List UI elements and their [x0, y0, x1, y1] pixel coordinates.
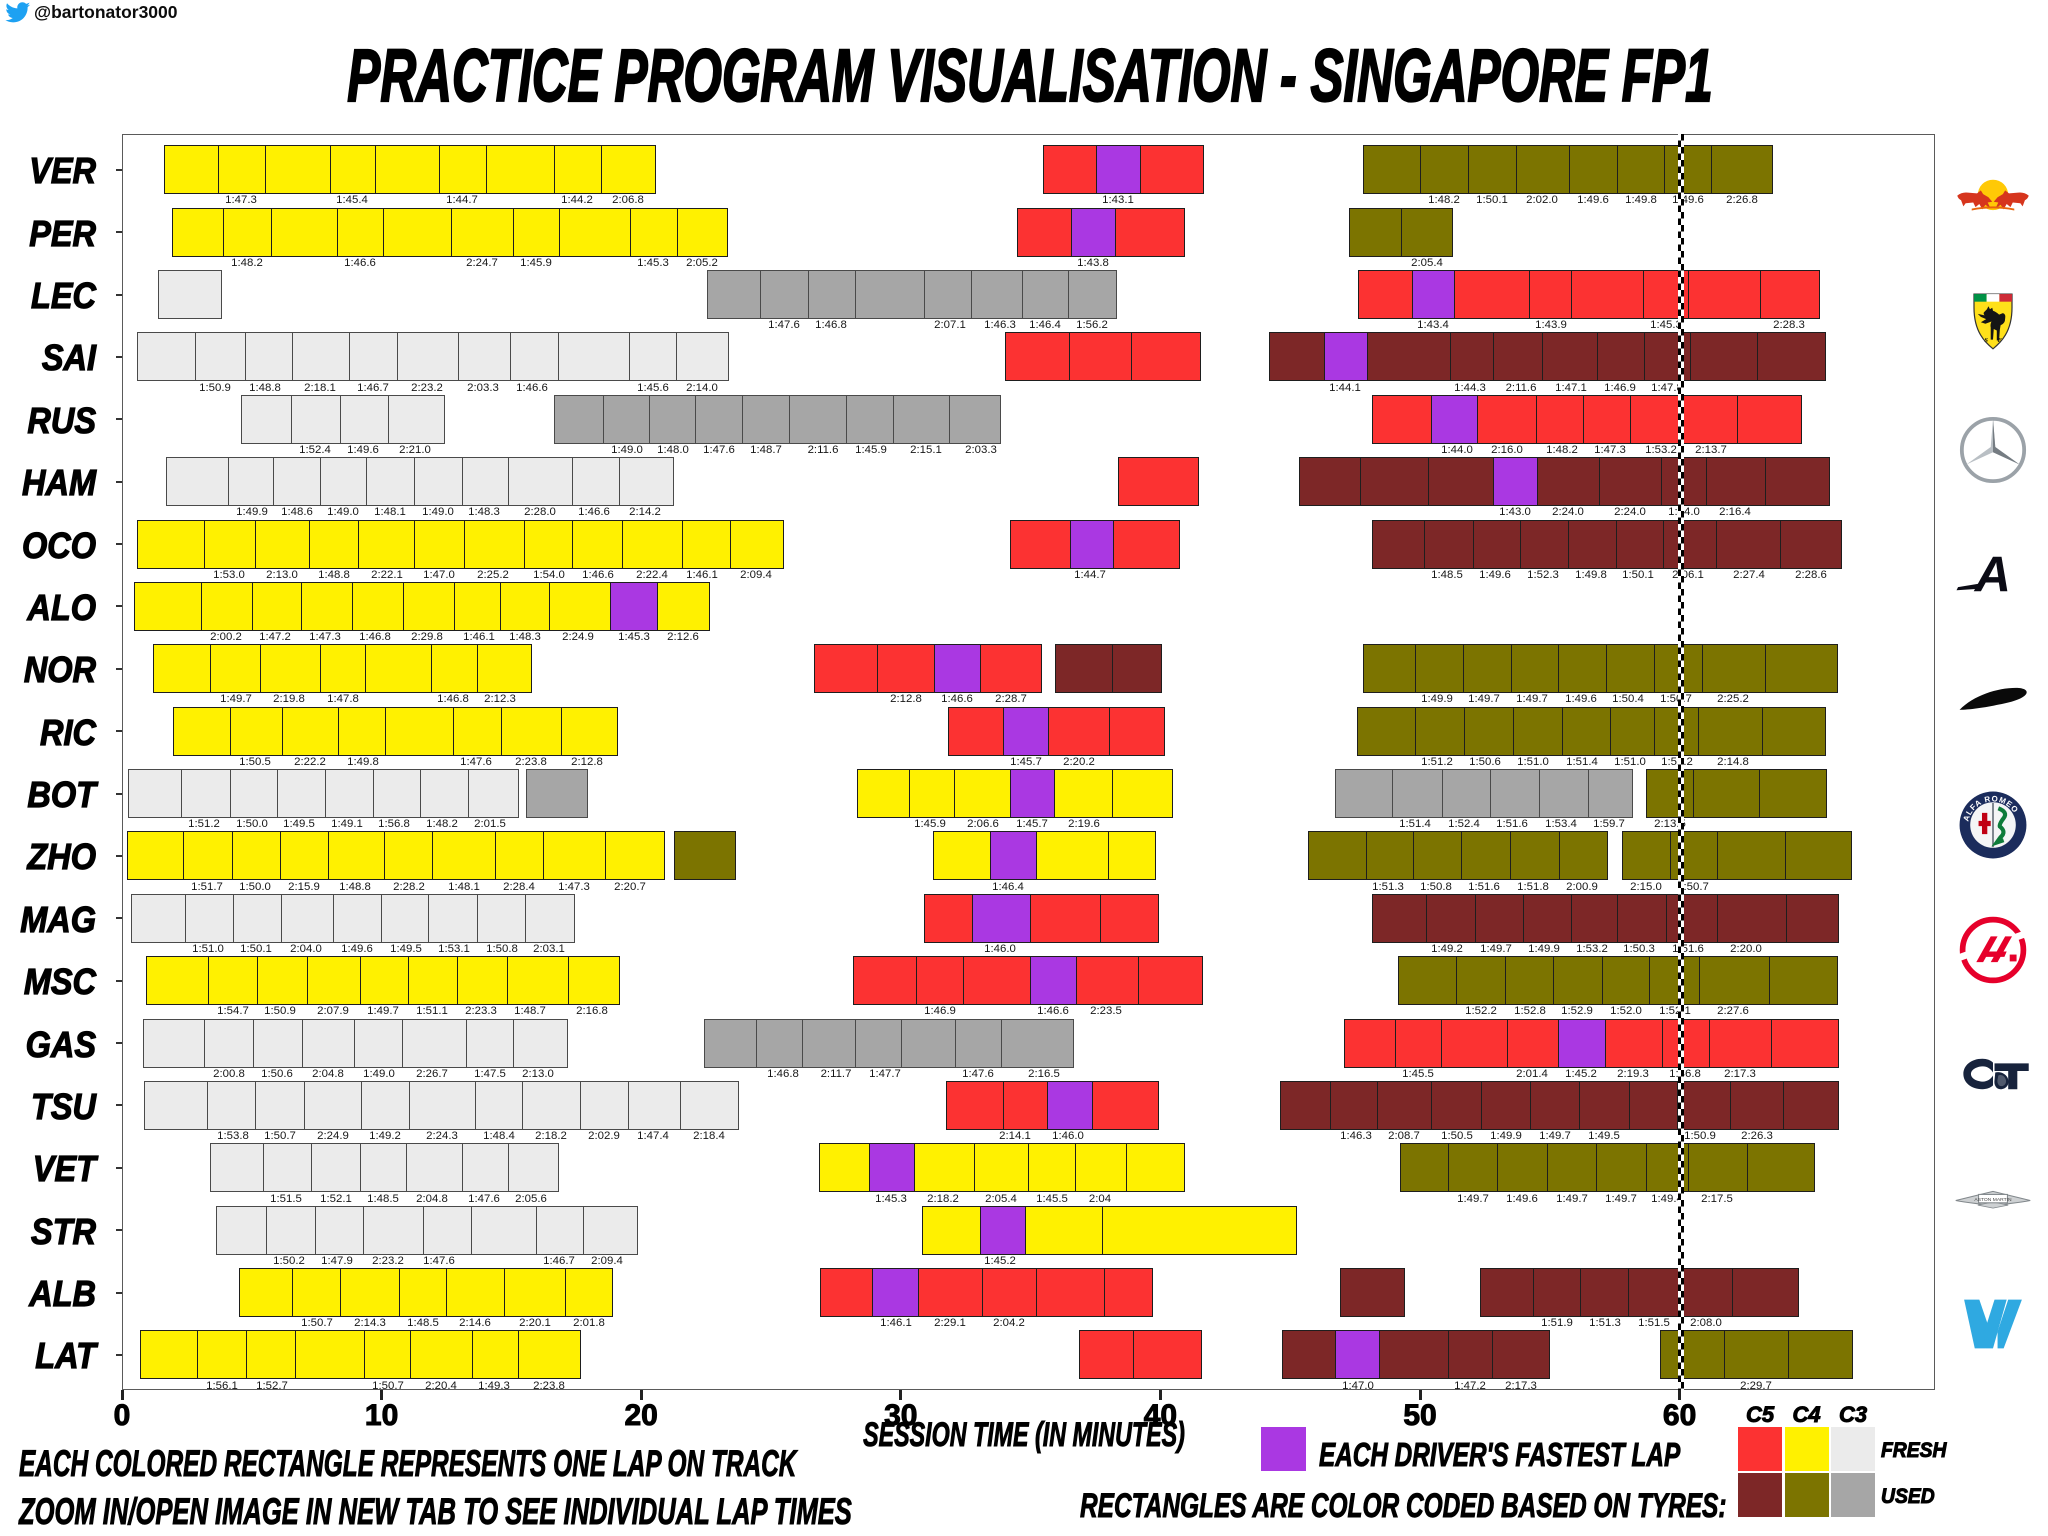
svg-text:F: F: [1998, 337, 2003, 344]
svg-text:S: S: [1984, 337, 1988, 344]
svg-text:ASTON MARTIN: ASTON MARTIN: [1974, 1197, 2012, 1203]
svg-text:A: A: [1973, 547, 2011, 603]
